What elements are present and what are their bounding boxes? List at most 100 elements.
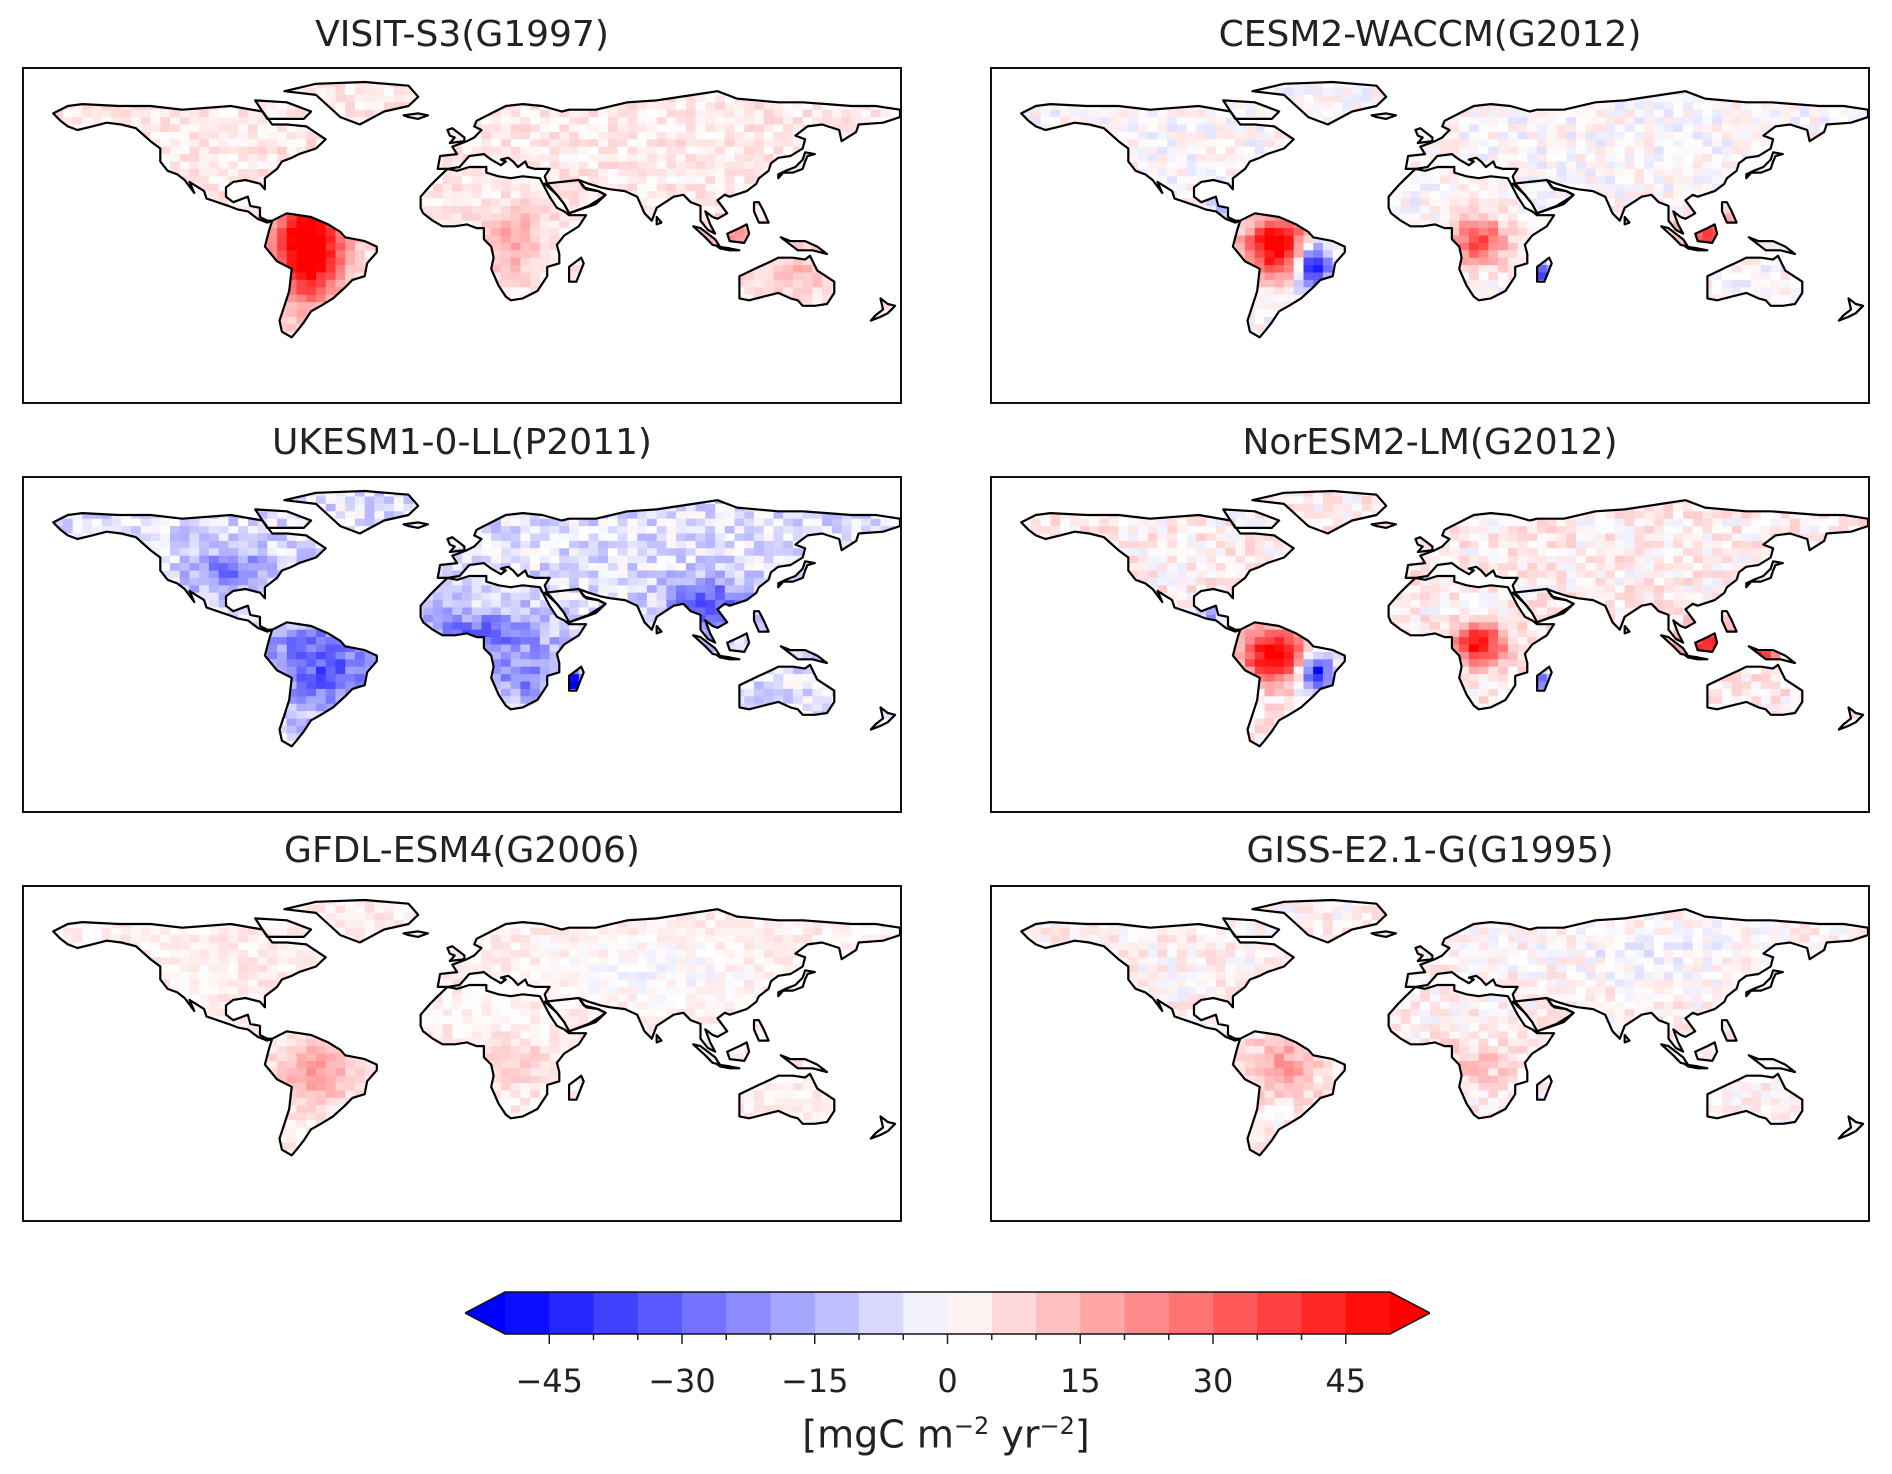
coastline-southAmerica — [263, 621, 378, 748]
colorbar-tick-label: −45 — [515, 1362, 584, 1400]
coastline-java — [1684, 245, 1709, 252]
coastline-japan — [1745, 151, 1784, 180]
coastline-iceland — [402, 112, 429, 120]
colorbar-bin — [637, 1292, 683, 1334]
colorbar-extend-low — [465, 1292, 505, 1334]
coastline-australia — [1706, 1072, 1804, 1125]
coastline-sriLanka — [655, 1033, 663, 1044]
coastline-eurasia — [1404, 499, 1868, 644]
coastline-japan — [777, 560, 816, 589]
coastline-southAmerica — [263, 1030, 378, 1157]
coastline-gbritain — [1414, 127, 1434, 145]
panel-title-3: UKESM1-0-LL(P2011) — [272, 422, 652, 463]
panel-title-5: GFDL-ESM4(G2006) — [284, 830, 640, 871]
coastline-africa — [419, 165, 588, 302]
coastline-baffin — [254, 99, 313, 120]
map-panel-gfdl — [22, 885, 902, 1222]
colorbar-tick-label: −30 — [648, 1362, 716, 1400]
coastline-newZealand — [869, 297, 897, 322]
coastline-baffin — [1222, 99, 1281, 120]
coastline-northAmerica — [1020, 921, 1295, 1042]
coastline-arabia — [1511, 178, 1575, 215]
coastline-newZealand — [869, 706, 897, 731]
coastline-philippines — [752, 201, 770, 224]
coastline-iceland — [1370, 930, 1397, 938]
colorbar-bin — [1168, 1292, 1214, 1334]
colorbar-bin — [505, 1292, 550, 1334]
coastline-greenland — [283, 80, 420, 126]
colorbar — [465, 1291, 1430, 1344]
colorbar-bin — [1036, 1292, 1081, 1334]
colorbar-bin — [859, 1292, 904, 1334]
coastline-northAmerica — [52, 103, 327, 224]
coastline-gbritain — [446, 945, 466, 963]
world-map — [1020, 898, 1868, 1157]
land-field — [53, 900, 900, 1156]
coastline-newGuinea — [779, 645, 829, 665]
panel-title-2: CESM2-WACCM(G2012) — [1218, 14, 1642, 55]
coastline-australia — [738, 663, 836, 716]
coastline-greenland — [1251, 80, 1388, 126]
colorbar-tick-label: 15 — [1059, 1362, 1101, 1400]
coastline-australia — [1706, 254, 1804, 307]
coastline-philippines — [1720, 201, 1738, 224]
coastline-sriLanka — [655, 215, 663, 226]
panel-title-6: GISS-E2.1-G(G1995) — [1246, 830, 1614, 871]
coastline-newZealand — [1837, 1115, 1865, 1140]
coastline-madagascar — [568, 256, 585, 283]
coastline-madagascar — [568, 1074, 585, 1101]
coastline-arabia — [543, 587, 607, 624]
coastline-borneo — [1694, 223, 1719, 244]
coastline-borneo — [726, 632, 751, 653]
coastline-northAmerica — [1020, 103, 1295, 224]
colorbar-bin — [770, 1292, 816, 1334]
land-field — [1021, 82, 1868, 338]
colorbar-outline — [465, 1291, 1430, 1335]
coastline-arabia — [543, 178, 607, 215]
coastline-northAmerica — [52, 512, 327, 633]
map-panel-cesm — [990, 67, 1870, 404]
colorbar-bin — [814, 1292, 860, 1334]
coastline-southAmerica — [263, 212, 378, 339]
panel-title-4: NorESM2-LM(G2012) — [1242, 422, 1618, 463]
coastline-eurasia — [1404, 90, 1868, 235]
coastline-philippines — [752, 610, 770, 633]
coastline-japan — [777, 969, 816, 998]
map-panel-visit — [22, 67, 902, 404]
coastline-eurasia — [436, 90, 900, 235]
colorbar-bin — [593, 1292, 639, 1334]
coastline-newGuinea — [1747, 645, 1797, 665]
coastline-australia — [738, 1072, 836, 1125]
coastline-sriLanka — [1623, 215, 1631, 226]
coastline-madagascar — [1536, 1074, 1553, 1101]
coastline-africa — [1387, 165, 1556, 302]
colorbar-bin — [991, 1292, 1037, 1334]
coastline-java — [716, 245, 741, 252]
colorbar-tick-label: −15 — [780, 1362, 849, 1400]
coastline-southAmerica — [1231, 212, 1346, 339]
coastline-africa — [419, 574, 588, 711]
coastline-newGuinea — [1747, 236, 1797, 256]
world-map — [52, 898, 900, 1157]
colorbar-bin — [1301, 1292, 1347, 1334]
coastline-iceland — [402, 521, 429, 529]
land-field — [53, 491, 900, 747]
colorbar-bin — [947, 1292, 993, 1334]
colorbar-bin — [1080, 1292, 1125, 1334]
coastline-gbritain — [446, 536, 466, 554]
coastline-southAmerica — [1231, 621, 1346, 748]
colorbar-extend-high — [1390, 1292, 1430, 1334]
colorbar-tick-label: 45 — [1325, 1362, 1367, 1400]
coastline-eurasia — [436, 908, 900, 1053]
coastline-borneo — [1694, 1041, 1719, 1062]
coastline-newGuinea — [1747, 1054, 1797, 1074]
colorbar-tick-label: 0 — [937, 1362, 958, 1400]
coastline-madagascar — [1536, 256, 1553, 283]
coastline-gbritain — [1414, 536, 1434, 554]
coastline-philippines — [752, 1019, 770, 1042]
colorbar-bin — [726, 1292, 771, 1334]
coastline-northAmerica — [52, 921, 327, 1042]
coastline-arabia — [543, 996, 607, 1033]
colorbar-bin — [1257, 1292, 1302, 1334]
map-panel-ukesm — [22, 476, 902, 813]
